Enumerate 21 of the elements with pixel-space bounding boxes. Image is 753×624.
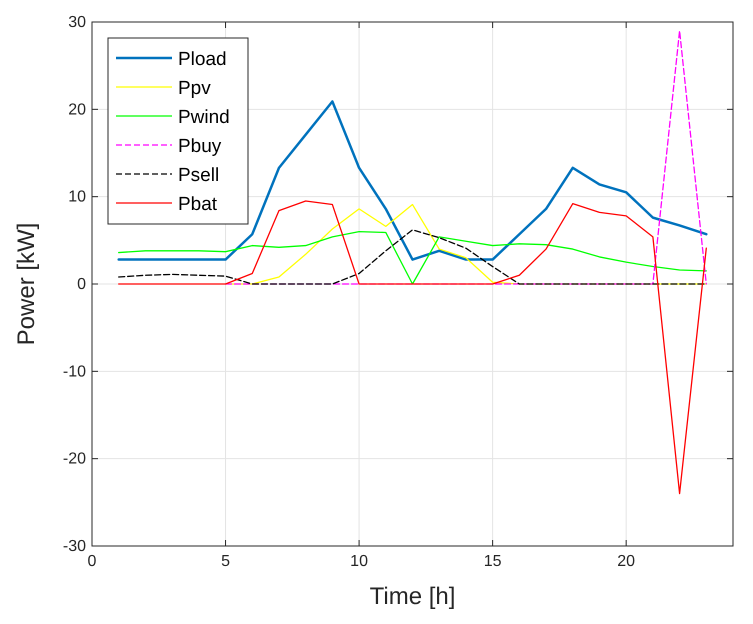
line-series — [117, 100, 708, 261]
x-tick-label: 10 — [350, 553, 368, 570]
legend-label: Pload — [178, 49, 227, 70]
legend-label: Pbat — [178, 194, 218, 215]
legend-label: Pbuy — [178, 136, 222, 157]
y-tick-label: 30 — [68, 14, 86, 31]
x-tick-label: 5 — [221, 553, 230, 570]
legend-label: Pwind — [178, 107, 230, 128]
y-tick-label: 10 — [68, 188, 86, 206]
y-axis-title: Power [kW] — [13, 222, 40, 346]
y-tick-label: -20 — [62, 450, 86, 468]
x-tick-label: 20 — [617, 553, 636, 570]
x-tick-label: 0 — [88, 553, 97, 570]
y-tick-label: 20 — [68, 101, 86, 118]
y-tick-label: 0 — [77, 276, 86, 293]
legend-label: Psell — [178, 165, 220, 186]
x-tick-label: 15 — [484, 553, 502, 570]
y-tick-label: -10 — [62, 363, 86, 380]
legend-label: Ppv — [178, 78, 212, 99]
x-axis-title: Time [h] — [370, 583, 456, 610]
y-tick-label: -30 — [62, 538, 86, 555]
